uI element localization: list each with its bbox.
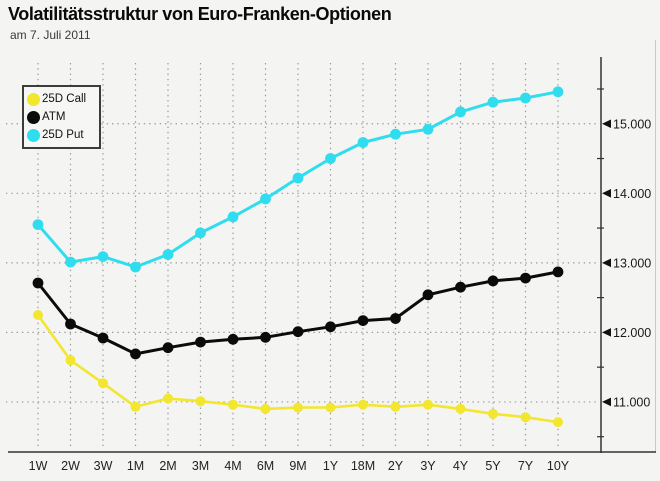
x-tick-label: 4M — [224, 459, 241, 473]
data-point-atm — [292, 326, 304, 338]
y-tick-arrow-icon — [602, 258, 611, 268]
data-point-25d-call — [553, 417, 563, 428]
data-point-25d-call — [423, 399, 433, 410]
x-tick-label: 1W — [29, 459, 48, 473]
x-tick-label: 4Y — [453, 459, 469, 473]
data-point-25d-put — [390, 128, 401, 140]
y-tick-label: 11.000 — [613, 395, 650, 409]
data-point-25d-put — [32, 219, 44, 231]
x-tick-label: 7Y — [518, 459, 534, 473]
data-point-25d-put — [552, 86, 564, 98]
data-point-25d-call — [520, 412, 531, 423]
x-tick-label: 1Y — [323, 459, 339, 473]
data-point-25d-call — [260, 403, 271, 414]
x-tick-label: 3Y — [420, 459, 436, 473]
legend-item-label: 25D Call — [42, 93, 87, 105]
data-point-atm — [130, 348, 141, 360]
x-tick-label: 9M — [289, 459, 306, 473]
x-tick-label: 2M — [159, 459, 176, 473]
data-point-25d-put — [520, 92, 531, 104]
legend-swatch-icon — [27, 110, 40, 124]
data-point-atm — [357, 315, 369, 326]
legend-item-label: 25D Put — [42, 129, 84, 141]
data-point-25d-put — [227, 211, 239, 223]
data-point-atm — [390, 313, 401, 324]
data-point-25d-put — [455, 106, 466, 118]
x-tick-label: 6M — [257, 459, 274, 473]
data-point-atm — [422, 289, 434, 301]
data-point-atm — [65, 318, 76, 330]
data-point-25d-call — [358, 399, 368, 410]
data-point-25d-call — [98, 378, 108, 389]
data-point-25d-put — [65, 256, 76, 268]
legend-item: 25D Call — [27, 90, 97, 108]
data-point-25d-put — [260, 193, 271, 205]
x-tick-label: 1M — [127, 459, 144, 473]
x-tick-label: 3W — [94, 459, 113, 473]
y-tick-arrow-icon — [602, 397, 611, 407]
x-tick-label: 2Y — [388, 459, 404, 473]
data-point-25d-call — [325, 402, 336, 413]
data-point-25d-put — [195, 227, 206, 239]
data-point-25d-call — [195, 396, 206, 407]
data-point-atm — [455, 281, 466, 293]
x-tick-label: 5Y — [485, 459, 501, 473]
chart-title: Volatilitätsstruktur von Euro-Franken-Op… — [8, 4, 392, 24]
data-point-25d-call — [455, 403, 466, 414]
legend: 25D Call ATM 25D Put — [22, 85, 101, 149]
data-point-atm — [552, 266, 564, 278]
data-point-25d-call — [390, 401, 401, 412]
data-point-25d-call — [163, 393, 173, 404]
legend-swatch-icon — [27, 92, 40, 106]
data-point-25d-put — [357, 137, 369, 148]
y-tick-arrow-icon — [602, 328, 611, 337]
y-tick-arrow-icon — [602, 189, 611, 198]
data-point-25d-call — [228, 399, 238, 410]
data-point-25d-put — [422, 123, 434, 135]
data-point-25d-call — [65, 355, 76, 366]
data-point-atm — [162, 342, 174, 354]
data-point-atm — [32, 277, 44, 289]
x-tick-label: 2W — [61, 459, 80, 473]
y-tick-label: 15.000 — [613, 117, 651, 131]
chart-subtitle: am 7. Juli 2011 — [10, 28, 91, 42]
x-tick-label: 3M — [192, 459, 209, 473]
data-point-atm — [227, 333, 239, 345]
legend-item: ATM — [27, 108, 97, 126]
data-point-25d-put — [292, 172, 304, 184]
data-point-25d-put — [487, 96, 499, 108]
legend-item: 25D Put — [27, 126, 97, 144]
data-point-atm — [487, 275, 499, 287]
data-point-atm — [520, 272, 531, 284]
data-point-25d-call — [488, 408, 498, 419]
x-tick-label: 10Y — [547, 459, 570, 473]
data-point-atm — [325, 321, 336, 333]
y-tick-label: 12.000 — [613, 326, 651, 340]
y-tick-label: 14.000 — [613, 187, 651, 201]
y-tick-arrow-icon — [602, 119, 611, 129]
x-tick-label: 18M — [351, 459, 375, 473]
data-point-25d-call — [293, 402, 303, 413]
data-point-25d-put — [130, 261, 141, 273]
y-tick-label: 13.000 — [613, 256, 651, 270]
data-point-atm — [97, 332, 109, 344]
data-point-25d-call — [33, 310, 43, 320]
legend-swatch-icon — [27, 128, 40, 142]
data-point-atm — [195, 336, 206, 348]
data-point-25d-put — [325, 153, 336, 164]
data-point-atm — [260, 331, 271, 343]
data-point-25d-put — [97, 251, 109, 262]
data-point-25d-call — [130, 401, 141, 412]
legend-item-label: ATM — [42, 111, 66, 123]
data-point-25d-put — [162, 249, 174, 260]
